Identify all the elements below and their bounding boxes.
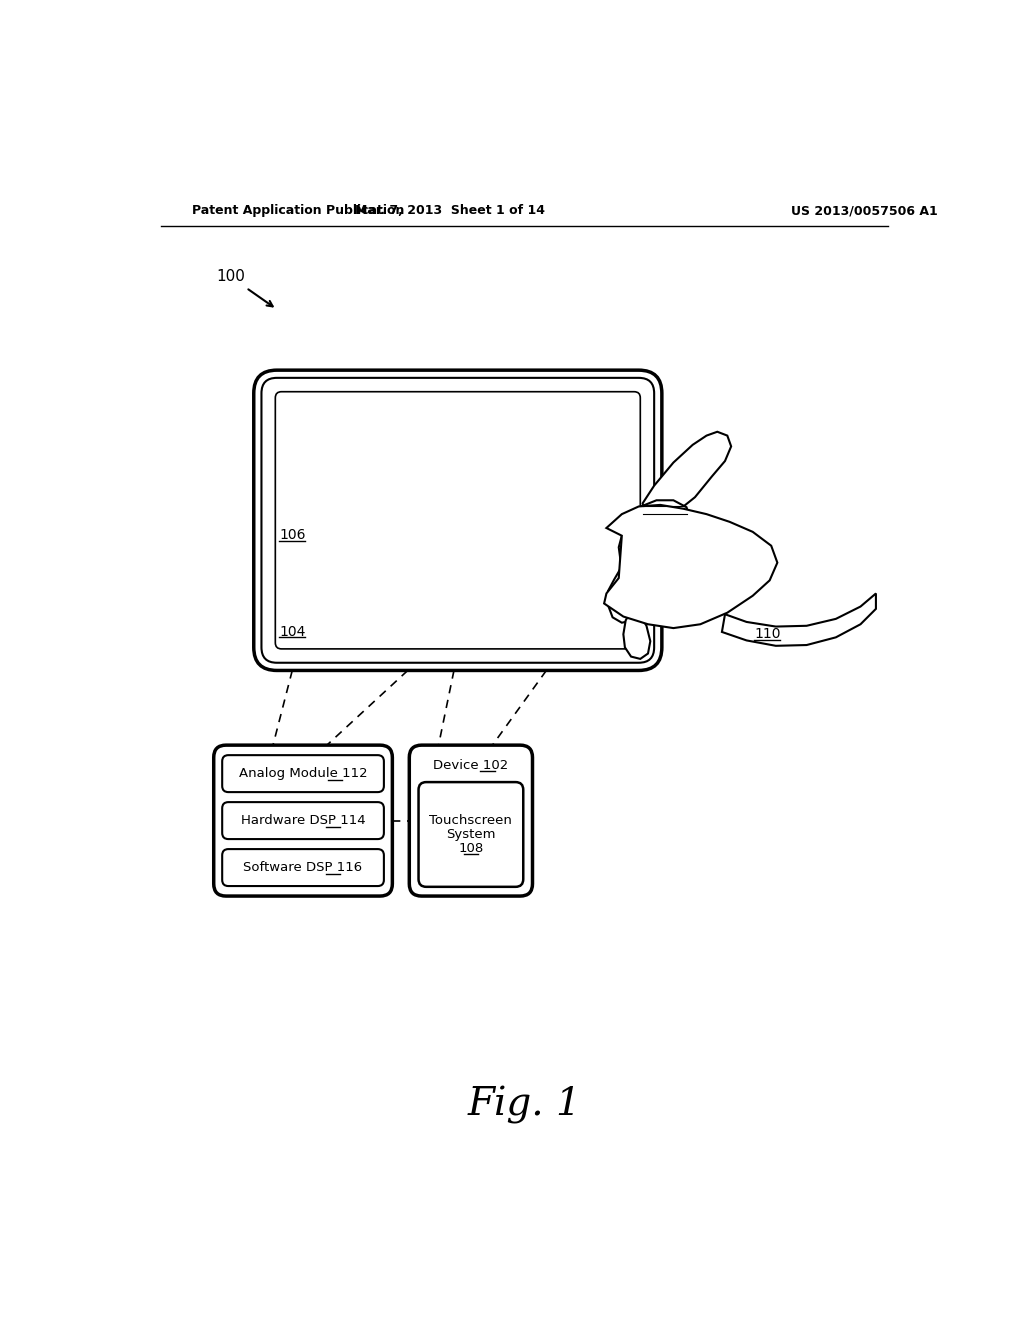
FancyBboxPatch shape — [222, 803, 384, 840]
Polygon shape — [608, 570, 639, 623]
Text: 108: 108 — [459, 842, 483, 855]
Polygon shape — [722, 594, 876, 645]
FancyBboxPatch shape — [254, 370, 662, 671]
Text: 110: 110 — [755, 627, 780, 642]
Text: 100: 100 — [217, 269, 246, 284]
Text: 104: 104 — [280, 624, 305, 639]
Text: Analog Module 112: Analog Module 112 — [239, 767, 368, 780]
Polygon shape — [618, 500, 691, 573]
Polygon shape — [624, 611, 650, 659]
Text: Hardware DSP 114: Hardware DSP 114 — [241, 814, 366, 828]
FancyBboxPatch shape — [275, 392, 640, 649]
Text: Mar. 7, 2013  Sheet 1 of 14: Mar. 7, 2013 Sheet 1 of 14 — [355, 205, 545, 218]
FancyBboxPatch shape — [214, 744, 392, 896]
FancyBboxPatch shape — [222, 849, 384, 886]
Text: Software DSP 116: Software DSP 116 — [244, 861, 362, 874]
Text: Fig. 1: Fig. 1 — [468, 1086, 582, 1125]
Polygon shape — [604, 506, 777, 628]
FancyBboxPatch shape — [410, 744, 532, 896]
Text: Device 102: Device 102 — [433, 759, 509, 772]
FancyBboxPatch shape — [261, 378, 654, 663]
Text: Touchscreen: Touchscreen — [429, 814, 512, 828]
FancyBboxPatch shape — [419, 781, 523, 887]
Text: Patent Application Publication: Patent Application Publication — [193, 205, 404, 218]
FancyBboxPatch shape — [222, 755, 384, 792]
Polygon shape — [643, 432, 731, 520]
Text: US 2013/0057506 A1: US 2013/0057506 A1 — [792, 205, 938, 218]
Text: 106: 106 — [280, 528, 306, 543]
Text: System: System — [446, 828, 496, 841]
